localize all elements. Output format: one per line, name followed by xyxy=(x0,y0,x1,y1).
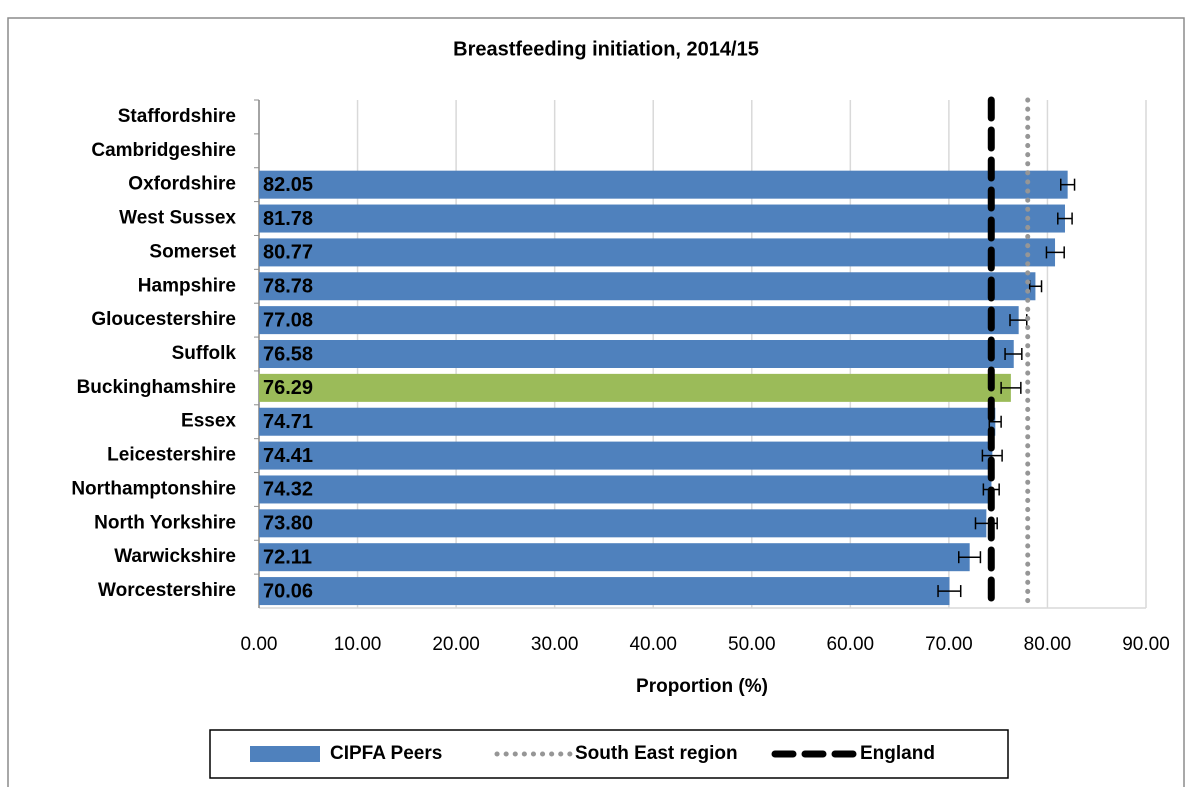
x-tick-label: 90.00 xyxy=(1122,634,1170,655)
data-label: 76.29 xyxy=(263,377,313,399)
x-tick-label: 80.00 xyxy=(1024,634,1072,655)
error-bar xyxy=(1004,348,1023,360)
data-label: 70.06 xyxy=(263,580,313,602)
y-tick-label: Cambridgeshire xyxy=(91,140,236,161)
data-label: 76.58 xyxy=(263,343,313,365)
bar xyxy=(259,306,1019,335)
bar xyxy=(259,170,1068,199)
data-label: 81.78 xyxy=(263,208,313,230)
y-tick-label: Buckinghamshire xyxy=(77,377,236,398)
error-bar xyxy=(1059,178,1076,191)
x-tick-label: 10.00 xyxy=(334,634,382,655)
bar xyxy=(259,340,1014,368)
x-tick-label: 30.00 xyxy=(531,634,579,655)
chart-frame xyxy=(7,17,1185,787)
data-label: 78.78 xyxy=(263,276,313,298)
data-label: 77.08 xyxy=(263,309,313,331)
chart-title: Breastfeeding initiation, 2014/15 xyxy=(453,38,759,60)
x-tick-label: 70.00 xyxy=(925,634,973,655)
data-label: 74.71 xyxy=(263,411,313,433)
y-tick-label: Essex xyxy=(181,411,236,432)
y-tick-label: Gloucestershire xyxy=(91,309,236,330)
y-tick-label: Worcestershire xyxy=(98,580,236,601)
x-tick-label: 20.00 xyxy=(432,634,480,655)
y-tick-label: West Sussex xyxy=(119,208,236,229)
y-tick-label: Hampshire xyxy=(138,275,236,296)
error-bar xyxy=(1045,246,1065,259)
legend-swatch xyxy=(250,746,320,762)
y-tick-label: Suffolk xyxy=(172,343,237,364)
legend-label: CIPFA Peers xyxy=(330,743,442,764)
y-tick-label: Oxfordshire xyxy=(128,174,236,195)
data-label: 80.77 xyxy=(263,242,313,264)
bar xyxy=(259,238,1056,267)
x-tick-label: 40.00 xyxy=(629,634,677,655)
error-bar xyxy=(957,551,982,564)
error-bar xyxy=(937,585,962,598)
y-tick-label: North Yorkshire xyxy=(94,512,236,533)
bar xyxy=(259,407,996,436)
data-label: 72.11 xyxy=(263,546,312,568)
x-axis-label: Proportion (%) xyxy=(636,676,768,697)
bar xyxy=(259,204,1065,233)
legend-box xyxy=(209,729,1009,779)
x-tick-label: 50.00 xyxy=(728,634,776,655)
bar xyxy=(259,272,1036,301)
bar xyxy=(259,373,1011,402)
error-bar xyxy=(1057,212,1073,225)
data-label: 73.80 xyxy=(263,513,313,535)
y-tick-label: Warwickshire xyxy=(114,546,236,567)
y-tick-label: Somerset xyxy=(149,241,236,262)
bar xyxy=(259,543,970,572)
legend-label: South East region xyxy=(575,743,738,764)
x-tick-label: 0.00 xyxy=(241,634,278,655)
y-tick-label: Northamptonshire xyxy=(71,478,236,499)
bar xyxy=(259,509,987,538)
x-tick-label: 60.00 xyxy=(827,634,875,655)
error-bar xyxy=(1000,381,1022,394)
y-tick-label: Staffordshire xyxy=(118,106,236,127)
y-tick-label: Leicestershire xyxy=(107,445,236,466)
error-bar xyxy=(981,449,1003,462)
legend-label: England xyxy=(860,743,935,764)
bar xyxy=(259,577,950,606)
data-label: 82.05 xyxy=(263,174,313,196)
data-label: 74.32 xyxy=(263,479,313,501)
bar xyxy=(259,475,992,504)
data-label: 74.41 xyxy=(263,445,313,467)
bar xyxy=(259,441,993,470)
